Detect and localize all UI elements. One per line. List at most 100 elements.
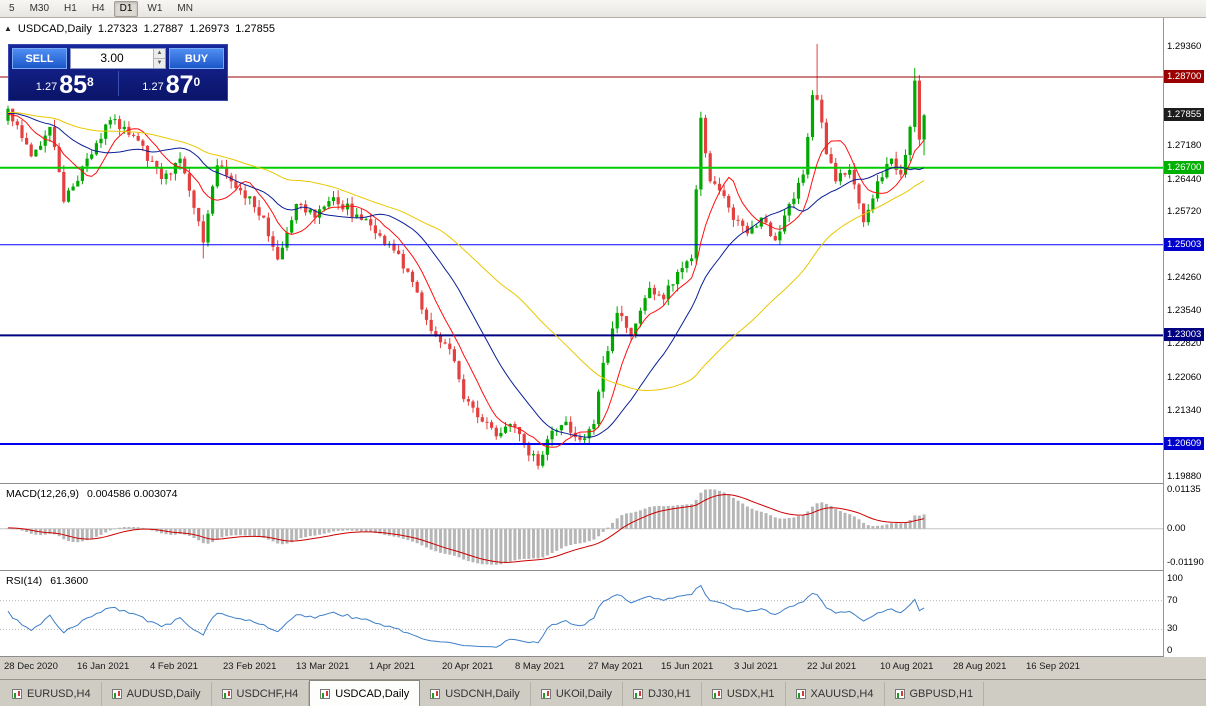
buy-price[interactable]: 1.27 87 0 [119,73,225,98]
candle-body [383,235,387,245]
chart-tab-audusd-daily[interactable]: AUDUSD,Daily [102,682,212,706]
chart-tab-icon [12,689,22,699]
time-axis[interactable]: 28 Dec 2020 16 Jan 2021 4 Feb 2021 23 Feb 2… [0,658,1206,679]
rsi-axis-label: 0 [1167,645,1173,656]
period-button-w1[interactable]: W1 [147,2,163,14]
macd-histogram-bar [397,528,401,538]
macd-label: MACD(12,26,9) [6,488,79,500]
macd-histogram-bar [383,528,387,535]
macd-histogram-bar [680,504,684,529]
candle-body [824,122,828,155]
rsi-indicator-panel[interactable] [0,571,1163,657]
macd-histogram-bar [373,528,377,533]
macd-histogram-bar [573,528,577,544]
panel-separator[interactable] [0,483,1206,484]
date-axis-label: 4 Feb 2021 [150,661,199,672]
candle-body [313,209,317,218]
rsi-value: 61.3600 [50,575,89,587]
candle-body [462,379,466,400]
volume-down-button[interactable]: ▼ [154,59,165,68]
candle-body [262,215,266,218]
period-button-h1[interactable]: H1 [64,2,77,14]
chart-tab-eurusd-h4[interactable]: EURUSD,H4 [2,682,102,706]
price-axis[interactable]: 1.29360 1.27180 1.26440 1.25720 1.24260 1.235… [1164,18,1206,657]
price-chart-panel[interactable] [0,18,1163,483]
chart-tab-icon [633,689,644,699]
candle-body [810,95,815,137]
macd-indicator-panel[interactable] [0,484,1163,570]
candle-body [29,144,33,157]
date-axis-label: 16 Sep 2021 [1026,661,1080,672]
macd-histogram-bar [797,516,800,529]
macd-histogram-bar [783,518,787,529]
candle-body [703,117,708,154]
period-button-mn[interactable]: MN [177,2,193,14]
candle-body [43,135,47,146]
buy-button[interactable]: BUY [169,48,224,69]
candle-body [336,197,340,205]
candle-body [401,253,405,269]
chart-tab-label: GBPUSD,H1 [909,688,974,700]
candle-body [569,421,573,433]
candle-body [359,214,363,220]
chart-tab-ukoil-daily[interactable]: UKOil,Daily [531,682,624,706]
macd-histogram-bar [820,502,824,529]
candle-body [778,231,782,241]
chart-tab-icon [320,688,331,699]
candle-body [243,190,247,199]
candle-body [225,166,229,176]
macd-histogram-bar [229,528,233,536]
macd-histogram-bar [811,506,814,529]
macd-histogram-bar [638,510,642,529]
volume-input[interactable]: 3.00 [100,51,124,65]
period-button-h4[interactable]: H4 [91,2,105,14]
candle-body [680,268,684,273]
volume-box: 3.00 ▲ ▼ [70,48,166,69]
volume-up-button[interactable]: ▲ [154,49,165,59]
sell-button[interactable]: SELL [12,48,67,69]
period-button-m30[interactable]: M30 [29,2,50,14]
macd-histogram-bar [448,528,452,555]
macd-histogram-bar [104,528,108,533]
macd-histogram-bar [262,528,266,538]
chart-tab-dj30-h1[interactable]: DJ30,H1 [623,682,702,706]
macd-histogram-bar [662,506,666,529]
macd-histogram-bar [411,528,415,542]
macd-histogram-bar [643,508,647,529]
chart-tab-label: USDX,H1 [726,688,775,700]
chart-tab-xauusd-h4[interactable]: XAUUSD,H4 [786,682,885,706]
period-button-d1[interactable]: D1 [113,0,139,17]
candle-body [736,219,740,221]
candle-body [899,170,903,175]
chart-tab-usdchf-h4[interactable]: USDCHF,H4 [212,682,310,706]
candle-body [606,351,610,363]
macd-histogram-bar [676,505,680,529]
candle-body [648,287,652,299]
macd-histogram-bar [220,528,224,538]
macd-histogram-bar [420,528,424,546]
macd-histogram-bar [57,528,61,537]
macd-histogram-bar [773,517,777,529]
candle-body [132,134,136,136]
macd-histogram-bar [736,500,740,529]
macd-histogram-bar [425,528,428,548]
macd-histogram-bar [48,528,52,534]
chart-tab-label: EURUSD,H4 [27,688,91,700]
one-click-toggle-icon[interactable]: ▲ [4,24,12,33]
sell-price[interactable]: 1.27 85 8 [12,73,118,98]
date-axis-label: 3 Jul 2021 [734,661,778,672]
chart-tab-usdcnh-daily[interactable]: USDCNH,Daily [420,682,531,706]
candle-body [476,407,480,418]
chart-tab-gbpusd-h1[interactable]: GBPUSD,H1 [885,682,985,706]
period-button-5[interactable]: 5 [9,2,15,14]
candle-body [434,331,438,335]
macd-histogram-bar [508,528,512,562]
macd-histogram-bar [629,512,633,529]
macd-histogram-bar [908,520,912,529]
macd-histogram-bar [578,528,582,544]
candle-body [792,198,796,204]
macd-histogram-bar [85,528,89,541]
panel-separator[interactable] [0,570,1206,571]
chart-tab-usdcad-daily[interactable]: USDCAD,Daily [309,680,421,706]
chart-tab-usdx-h1[interactable]: USDX,H1 [702,682,786,706]
